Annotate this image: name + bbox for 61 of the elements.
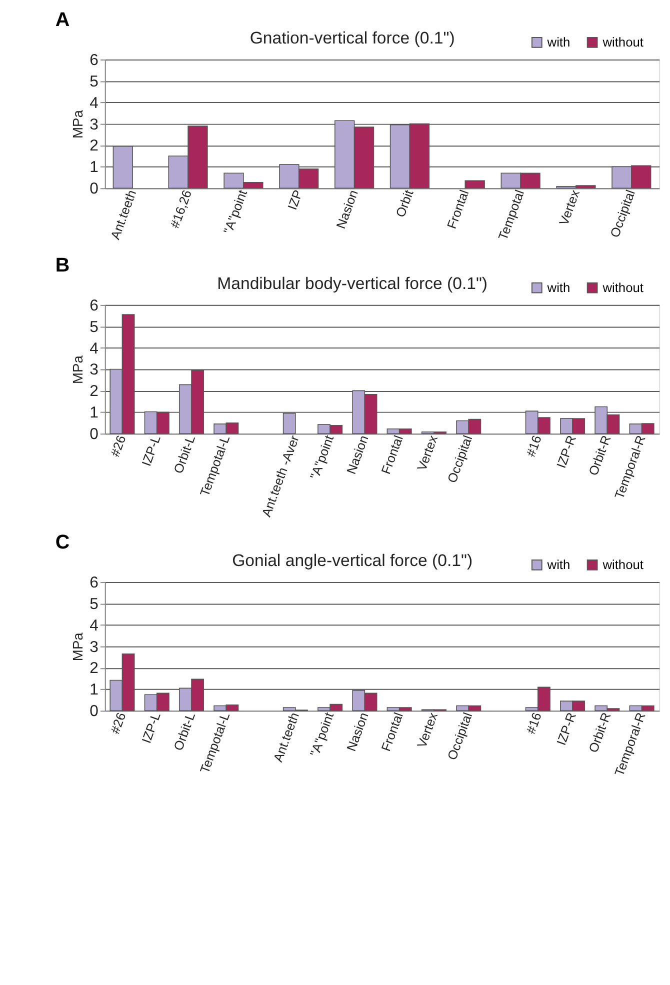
y-tick-label: 4 <box>90 340 99 358</box>
x-tick-label: IZP-R <box>553 710 580 748</box>
x-tick-label: IZP-L <box>138 710 164 746</box>
legend-label: without <box>602 556 644 572</box>
chart-title: Gonial angle-vertical force (0.1") <box>232 551 473 570</box>
y-tick-label: 2 <box>90 138 98 155</box>
text: A <box>55 8 70 31</box>
x-tick-label: Vertex <box>414 432 441 473</box>
legend-label: without <box>602 280 644 295</box>
legend-label: with <box>546 280 570 295</box>
x-tick-label: Nasion <box>333 188 361 231</box>
y-axis-title: MPa <box>70 355 86 384</box>
x-tick-label: #26 <box>107 433 129 459</box>
x-tick-label: IZP-R <box>553 433 580 470</box>
y-tick-label: 2 <box>90 383 98 400</box>
x-tick-label: Frontal <box>444 188 472 231</box>
x-tick-label: Vertex <box>556 187 583 228</box>
x-tick-label: Orbit-L <box>170 433 198 476</box>
x-tick-label: #16 <box>522 433 544 459</box>
y-tick-label: 5 <box>90 318 99 336</box>
legend-label: with <box>546 34 570 50</box>
y-tick-label: 1 <box>90 682 99 699</box>
x-tick-label: Nasion <box>343 433 372 476</box>
x-tick-label: #26 <box>107 710 129 736</box>
text: B <box>55 254 70 276</box>
x-tick-label: Orbit <box>392 187 416 220</box>
x-tick-label: #16,26 <box>167 188 195 230</box>
y-tick-label: 3 <box>90 362 99 379</box>
y-tick-label: 4 <box>90 94 99 112</box>
chart-title: Gnation-vertical force (0.1") <box>250 28 455 48</box>
y-tick-label: 1 <box>90 159 99 176</box>
x-tick-label: Vertex <box>414 710 441 750</box>
y-tick-label: 0 <box>90 426 99 444</box>
x-tick-label: Frontal <box>378 710 406 754</box>
x-tick-label: Orbit-R <box>585 710 614 754</box>
y-tick-label: 0 <box>90 180 99 198</box>
y-tick-label: 6 <box>90 297 99 314</box>
y-axis-title: MPa <box>70 632 86 662</box>
legend-label: without <box>602 34 644 50</box>
x-tick-label: IZP-L <box>138 433 164 468</box>
chart-title: Mandibular body-vertical force (0.1") <box>217 274 488 294</box>
y-tick-label: 1 <box>90 404 99 422</box>
x-tick-label: IZP <box>284 188 306 212</box>
y-tick-label: 3 <box>90 116 99 134</box>
y-tick-label: 2 <box>90 660 98 678</box>
y-axis-title: MPa <box>70 110 86 139</box>
x-tick-label: Orbit-R <box>585 433 614 478</box>
x-tick-label: Nasion <box>343 710 372 754</box>
y-tick-label: 3 <box>90 638 99 656</box>
y-tick-label: 6 <box>90 574 99 592</box>
text: C <box>55 531 70 554</box>
y-tick-label: 4 <box>90 617 99 634</box>
y-tick-label: 6 <box>90 52 99 69</box>
y-tick-label: 0 <box>90 703 99 720</box>
x-tick-label: Frontal <box>378 433 406 476</box>
y-tick-label: 5 <box>90 73 99 90</box>
y-tick-label: 5 <box>90 596 99 613</box>
legend-label: with <box>546 556 570 572</box>
x-tick-label: #16 <box>522 710 544 736</box>
bar <box>464 180 485 189</box>
x-tick-label: Orbit-L <box>170 710 198 752</box>
